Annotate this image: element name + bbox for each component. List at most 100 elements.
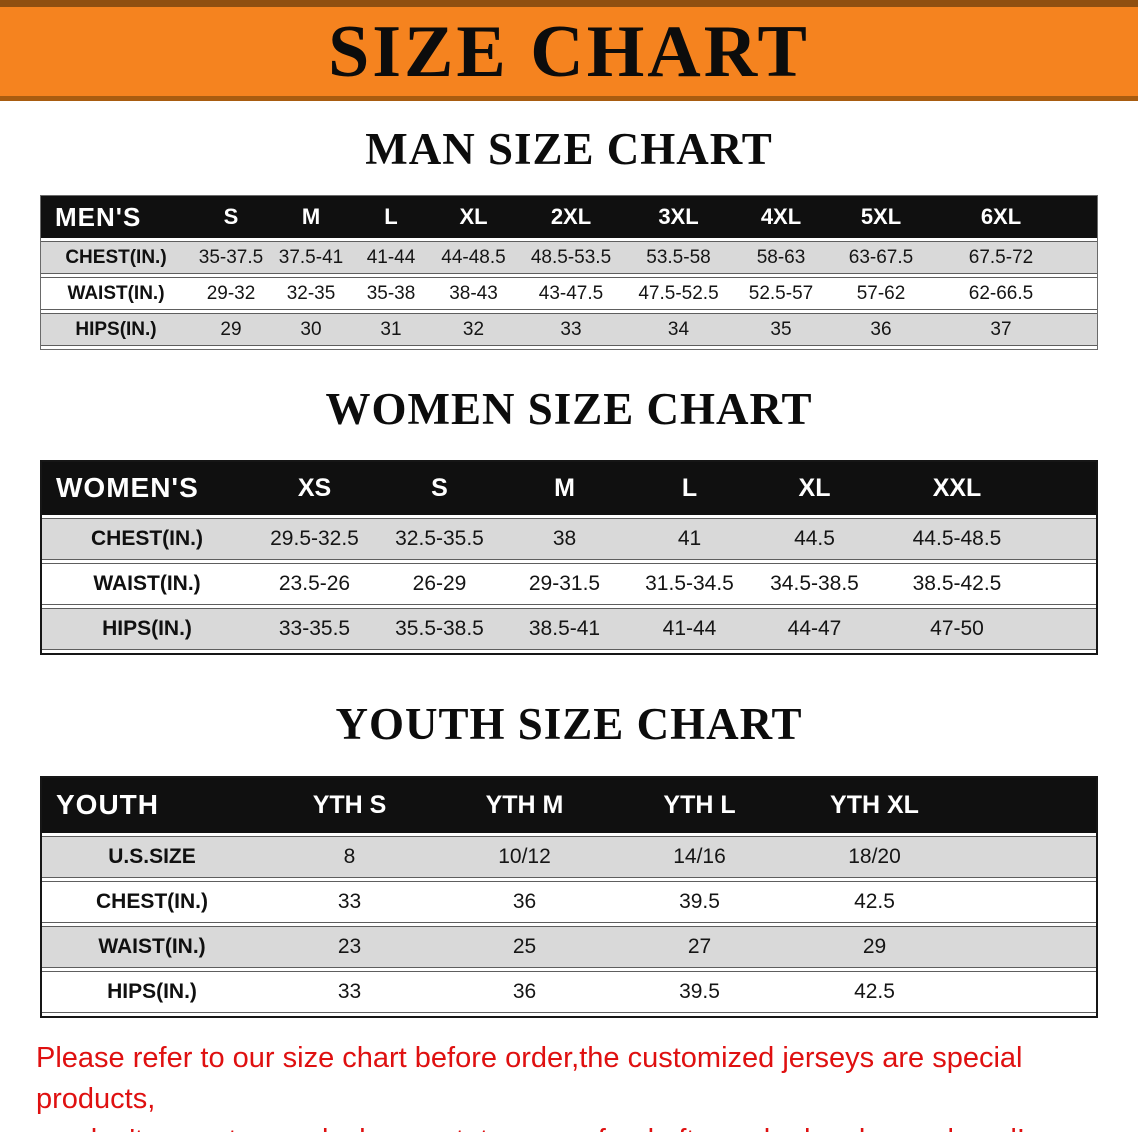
value-cell: 29-31.5 [528, 571, 601, 595]
men-chest-row: CHEST(IN.) 35-37.5 37.5-41 41-44 44-48.5… [41, 241, 1097, 275]
row-label: HIPS(IN.) [75, 318, 157, 340]
size-header-cell: L [384, 204, 398, 230]
women-table-header-row: WOMEN'S XS S M L XL XXL [42, 461, 1096, 515]
value-cell: 39.5 [679, 889, 720, 913]
value-cell: 26-29 [412, 571, 467, 595]
value-cell: 30 [300, 318, 322, 340]
size-header-cell: XL [798, 473, 831, 502]
value-cell: 53.5-58 [646, 246, 711, 268]
men-size-table: MEN'S S M L XL 2XL 3XL 4XL 5XL 6XL CHEST… [40, 195, 1098, 351]
men-waist-row: WAIST(IN.) 29-32 32-35 35-38 38-43 43-47… [41, 277, 1097, 311]
value-cell: 38-43 [449, 282, 498, 304]
size-header-cell: YTH XL [830, 790, 919, 819]
value-cell: 34 [667, 318, 690, 340]
women-chest-row: CHEST(IN.) 29.5-32.5 32.5-35.5 38 41 44.… [42, 517, 1096, 560]
value-cell: 39.5 [679, 979, 720, 1003]
row-label: U.S.SIZE [108, 844, 196, 868]
value-cell: 44-47 [787, 616, 842, 640]
value-cell: 41-44 [366, 246, 416, 268]
value-cell: 42.5 [854, 889, 895, 913]
value-cell: 58-63 [756, 246, 806, 268]
value-cell: 47-50 [930, 616, 984, 640]
value-cell: 44.5-48.5 [912, 526, 1002, 550]
notice-line-1: Please refer to our size chart before or… [36, 1041, 1023, 1115]
value-cell: 29.5-32.5 [270, 526, 359, 550]
value-cell: 31 [380, 318, 402, 340]
value-cell: 10/12 [498, 844, 551, 868]
value-cell: 32.5-35.5 [395, 526, 484, 550]
value-cell: 37.5-41 [278, 246, 344, 268]
value-cell: 44.5 [794, 526, 835, 550]
row-label: HIPS(IN.) [107, 979, 197, 1003]
youth-size-table: YOUTH YTH S YTH M YTH L YTH XL U.S.SIZE … [40, 775, 1098, 1018]
size-header-cell: YTH L [663, 790, 736, 819]
youth-hips-row: HIPS(IN.) 33 36 39.5 42.5 [42, 970, 1096, 1013]
value-cell: 42.5 [854, 979, 895, 1003]
size-header-cell: S [431, 473, 448, 502]
value-cell: 25 [512, 934, 537, 958]
men-table-header-row: MEN'S S M L XL 2XL 3XL 4XL 5XL 6XL [41, 196, 1097, 239]
size-header-cell: 6XL [980, 204, 1022, 230]
women-table-corner-label: WOMEN'S [56, 472, 199, 503]
size-header-cell: 5XL [860, 204, 902, 230]
row-label: CHEST(IN.) [96, 889, 208, 913]
women-waist-row: WAIST(IN.) 23.5-26 26-29 29-31.5 31.5-34… [42, 562, 1096, 605]
value-cell: 36 [512, 889, 537, 913]
women-size-table: WOMEN'S XS S M L XL XXL CHEST(IN.) 29.5-… [40, 459, 1098, 655]
value-cell: 38 [552, 526, 577, 550]
banner-title: SIZE CHART [328, 10, 810, 93]
women-section-heading: WOMEN SIZE CHART [325, 384, 813, 435]
value-cell: 38.5-42.5 [912, 571, 1002, 595]
value-cell: 38.5-41 [528, 616, 601, 640]
value-cell: 43-47.5 [538, 282, 604, 304]
value-cell: 29 [220, 318, 242, 340]
women-hips-row: HIPS(IN.) 33-35.5 35.5-38.5 38.5-41 41-4… [42, 607, 1096, 650]
men-hips-row: HIPS(IN.) 29 30 31 32 33 34 35 36 37 [41, 313, 1097, 347]
row-label: HIPS(IN.) [102, 616, 192, 640]
value-cell: 33 [337, 889, 362, 913]
row-label: CHEST(IN.) [91, 526, 203, 550]
value-cell: 47.5-52.5 [638, 282, 719, 304]
value-cell: 44-48.5 [441, 246, 506, 268]
row-label: WAIST(IN.) [93, 571, 201, 595]
youth-waist-row: WAIST(IN.) 23 25 27 29 [42, 925, 1096, 968]
value-cell: 18/20 [848, 844, 901, 868]
size-header-cell: L [681, 473, 698, 502]
size-header-cell: M [554, 473, 575, 502]
row-label: WAIST(IN.) [67, 282, 165, 304]
value-cell: 32-35 [286, 282, 336, 304]
value-cell: 35-37.5 [198, 246, 264, 268]
value-cell: 35.5-38.5 [395, 616, 484, 640]
row-label: CHEST(IN.) [65, 246, 167, 268]
value-cell: 33-35.5 [278, 616, 351, 640]
youth-chest-row: CHEST(IN.) 33 36 39.5 42.5 [42, 880, 1096, 923]
value-cell: 31.5-34.5 [645, 571, 734, 595]
size-header-cell: XXL [932, 473, 982, 502]
youth-ussize-row: U.S.SIZE 8 10/12 14/16 18/20 [42, 835, 1096, 878]
value-cell: 33 [337, 979, 362, 1003]
value-cell: 35-38 [366, 282, 416, 304]
value-cell: 67.5-72 [968, 246, 1034, 268]
value-cell: 36 [512, 979, 537, 1003]
value-cell: 29-32 [206, 282, 256, 304]
value-cell: 33 [560, 318, 582, 340]
size-header-cell: S [223, 204, 239, 230]
value-cell: 23 [337, 934, 362, 958]
value-cell: 63-67.5 [848, 246, 914, 268]
size-header-cell: 4XL [760, 204, 802, 230]
youth-table-header-row: YOUTH YTH S YTH M YTH L YTH XL [42, 777, 1096, 833]
value-cell: 27 [687, 934, 712, 958]
size-header-cell: XS [297, 473, 332, 502]
size-header-cell: YTH M [485, 790, 564, 819]
value-cell: 14/16 [673, 844, 726, 868]
men-table-corner-label: MEN'S [55, 201, 142, 232]
value-cell: 52.5-57 [748, 282, 814, 304]
value-cell: 48.5-53.5 [530, 246, 612, 268]
value-cell: 41 [677, 526, 702, 550]
row-label: WAIST(IN.) [98, 934, 206, 958]
size-header-cell: 3XL [658, 204, 699, 230]
youth-section-heading: YOUTH SIZE CHART [335, 698, 803, 749]
value-cell: 35 [770, 318, 792, 340]
value-cell: 29 [862, 934, 887, 958]
